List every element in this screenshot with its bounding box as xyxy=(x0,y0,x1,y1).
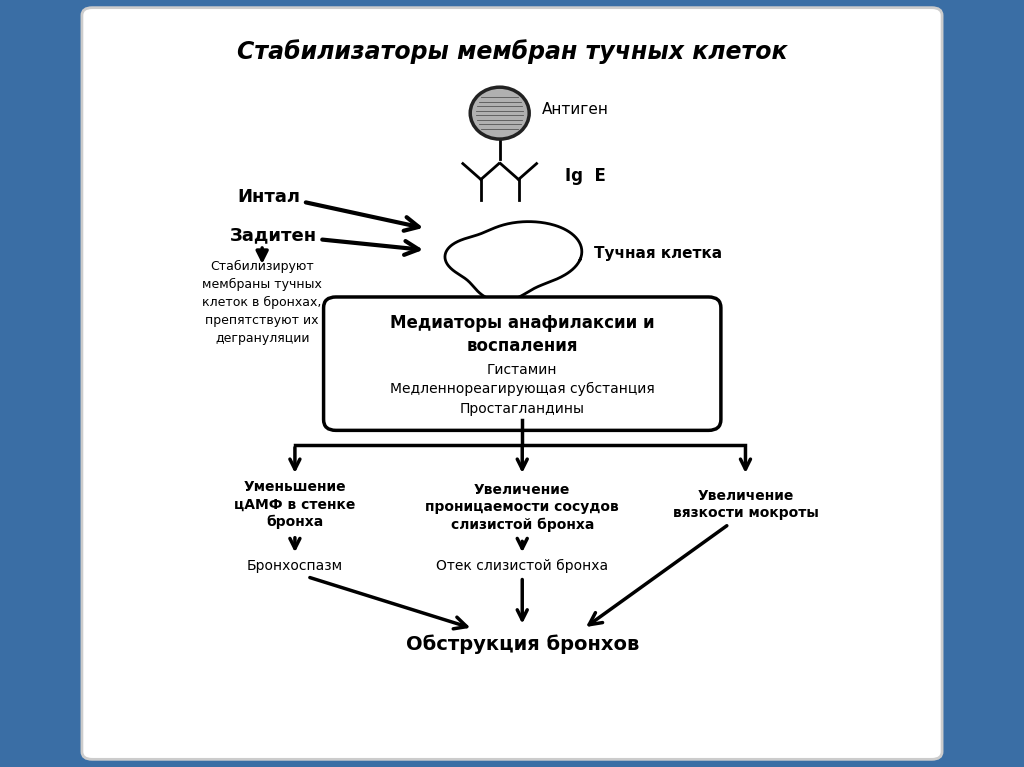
Text: Гистамин
Медленнореагирующая субстанция
Простагландины: Гистамин Медленнореагирующая субстанция … xyxy=(390,363,654,416)
FancyBboxPatch shape xyxy=(324,297,721,430)
Text: Антиген: Антиген xyxy=(543,102,609,117)
FancyBboxPatch shape xyxy=(82,8,942,759)
Text: Интал: Интал xyxy=(238,189,301,206)
Text: Бронхоспазм: Бронхоспазм xyxy=(247,559,343,573)
Text: Стабилизируют
мембраны тучных
клеток в бронхах,
препятствуют их
дегрануляции: Стабилизируют мембраны тучных клеток в б… xyxy=(202,260,323,345)
Ellipse shape xyxy=(470,87,529,139)
Text: Стабилизаторы мембран тучных клеток: Стабилизаторы мембран тучных клеток xyxy=(237,39,787,64)
Text: Обструкция бронхов: Обструкция бронхов xyxy=(406,635,639,654)
Text: Тучная клетка: Тучная клетка xyxy=(594,246,722,262)
Text: Ig  E: Ig E xyxy=(565,167,606,185)
Text: Отек слизистой бронха: Отек слизистой бронха xyxy=(436,559,608,573)
Text: Увеличение
проницаемости сосудов
слизистой бронха: Увеличение проницаемости сосудов слизист… xyxy=(425,483,620,532)
Text: Задитен: Задитен xyxy=(229,227,316,245)
Text: Увеличение
вязкости мокроты: Увеличение вязкости мокроты xyxy=(673,489,818,520)
Text: Уменьшение
цАМФ в стенке
бронха: Уменьшение цАМФ в стенке бронха xyxy=(234,480,355,529)
Polygon shape xyxy=(445,222,582,301)
Text: Медиаторы анафилаксии и
воспаления: Медиаторы анафилаксии и воспаления xyxy=(390,314,654,354)
